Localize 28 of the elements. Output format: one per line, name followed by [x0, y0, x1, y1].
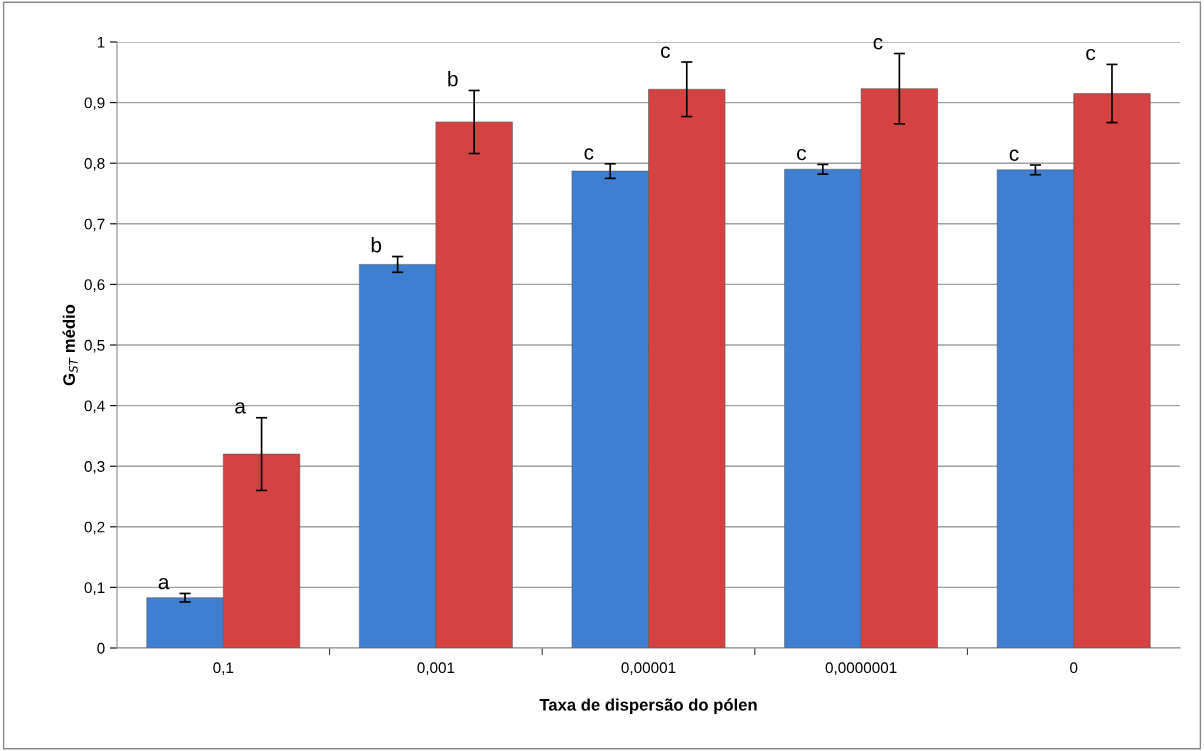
y-tick-label: 0 [97, 642, 105, 654]
y-tick-label: 0,4 [84, 400, 105, 414]
annotation: a [158, 577, 170, 590]
x-tick-label: 0,00001 [621, 662, 676, 675]
annotation: b [371, 237, 382, 253]
y-tick-label: 0,1 [84, 582, 105, 595]
annotation: c [873, 37, 883, 50]
annotation: c [1086, 48, 1096, 61]
annotation: c [1009, 149, 1019, 161]
y-tick-label: 0,9 [84, 97, 105, 111]
x-axis-title: Taxa de dispersão do pólen [539, 698, 757, 715]
annotation: a [235, 402, 246, 414]
y-tick-label: 0,5 [84, 339, 105, 353]
annotation: c [661, 46, 670, 58]
y-tick-label: 0,2 [84, 521, 105, 535]
y-tick-label: 0,6 [84, 279, 105, 292]
y-axis-title: G$_{ST}$ médio [62, 304, 78, 386]
x-tick-label: 0,1 [213, 662, 234, 675]
y-tick-label: 0,8 [84, 158, 105, 171]
x-tick-label: 0 [1070, 662, 1078, 674]
annotation: c [584, 148, 594, 160]
annotation: b [448, 71, 458, 87]
x-tick-label: 0,0000001 [825, 662, 897, 675]
y-tick-label: 0,3 [84, 461, 105, 474]
y-tick-label: 0,7 [84, 218, 105, 232]
annotation: c [797, 148, 807, 161]
y-tick-label: 1 [97, 37, 105, 48]
x-tick-label: 0,001 [417, 662, 455, 675]
